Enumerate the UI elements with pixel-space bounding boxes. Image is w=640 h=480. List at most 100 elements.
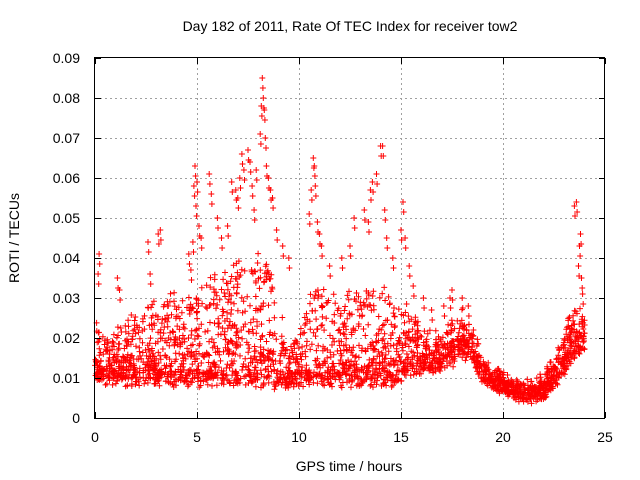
data-point [331, 320, 338, 326]
data-point [465, 343, 472, 350]
data-point [134, 324, 141, 331]
data-point [271, 299, 278, 306]
data-point [277, 368, 284, 375]
data-point [449, 297, 456, 303]
data-point [95, 271, 102, 277]
y-tick-label: 0.09 [53, 50, 80, 66]
data-point [239, 363, 246, 370]
data-point [437, 336, 443, 343]
data-point [374, 181, 381, 187]
data-point [146, 370, 153, 377]
data-point [128, 383, 135, 389]
data-point [547, 359, 554, 365]
data-point [247, 169, 254, 175]
data-point [385, 360, 392, 367]
data-point [405, 354, 412, 361]
data-point [413, 344, 420, 351]
data-point [403, 351, 410, 357]
data-point [94, 339, 101, 346]
data-point [222, 372, 229, 379]
data-point [450, 344, 457, 351]
data-point [323, 315, 330, 322]
data-point [159, 346, 166, 352]
data-point [377, 372, 384, 379]
data-point [130, 327, 137, 334]
data-point [320, 343, 327, 350]
data-point [567, 350, 574, 357]
data-point [157, 237, 164, 243]
data-point [200, 353, 207, 360]
data-point [307, 300, 313, 307]
data-point [334, 307, 341, 314]
data-point [224, 286, 231, 293]
data-point [441, 342, 448, 349]
data-point [348, 349, 355, 356]
data-point [367, 382, 374, 389]
data-point [414, 328, 421, 335]
data-point [160, 330, 167, 337]
data-point [451, 343, 458, 350]
data-point [382, 297, 389, 304]
data-point [391, 324, 398, 331]
data-point [352, 369, 358, 375]
data-point [455, 341, 461, 348]
data-point [185, 251, 192, 257]
data-point [339, 379, 346, 386]
data-point [382, 217, 389, 223]
data-point [367, 375, 374, 382]
data-point [556, 355, 563, 361]
data-point [196, 340, 203, 347]
data-point [329, 373, 336, 379]
data-point [194, 189, 201, 195]
data-point [448, 328, 455, 334]
data-point [330, 291, 337, 298]
data-point [370, 288, 377, 295]
data-point [115, 363, 122, 370]
data-point [339, 265, 346, 271]
data-point [110, 375, 117, 382]
data-point [308, 187, 315, 193]
data-point [123, 363, 130, 370]
data-point [199, 300, 206, 307]
data-point [232, 187, 239, 193]
data-point [567, 339, 574, 346]
data-point [357, 302, 364, 309]
data-point [188, 277, 195, 283]
data-point [141, 380, 148, 387]
data-point [153, 371, 160, 378]
data-point [382, 351, 389, 358]
data-point [186, 307, 193, 314]
data-point [448, 338, 455, 345]
y-axis: 0 0.01 0.02 0.03 0.04 0.05 0.06 0.07 0.08 0.09 [53, 50, 605, 426]
data-point [524, 398, 531, 405]
data-point [152, 375, 159, 382]
data-point [513, 376, 520, 383]
data-point [215, 320, 221, 327]
data-point [123, 342, 130, 349]
data-point [280, 339, 287, 346]
data-point [337, 313, 344, 319]
data-point [161, 362, 168, 369]
data-point [306, 318, 313, 325]
data-point [214, 301, 221, 308]
data-point [356, 342, 362, 349]
data-point [311, 173, 318, 179]
data-point [543, 371, 550, 378]
data-point [251, 367, 258, 374]
data-point [312, 357, 319, 364]
data-point [118, 370, 125, 377]
data-point [193, 348, 200, 355]
data-point [448, 347, 455, 354]
data-point [451, 325, 458, 332]
data-point [445, 321, 452, 328]
data-point [376, 365, 383, 372]
data-point [224, 315, 231, 322]
data-point [115, 346, 122, 353]
data-point [552, 363, 558, 370]
data-point [279, 243, 286, 249]
data-point [156, 382, 163, 389]
data-point [181, 338, 188, 345]
data-point [129, 336, 136, 343]
data-point [254, 374, 261, 381]
